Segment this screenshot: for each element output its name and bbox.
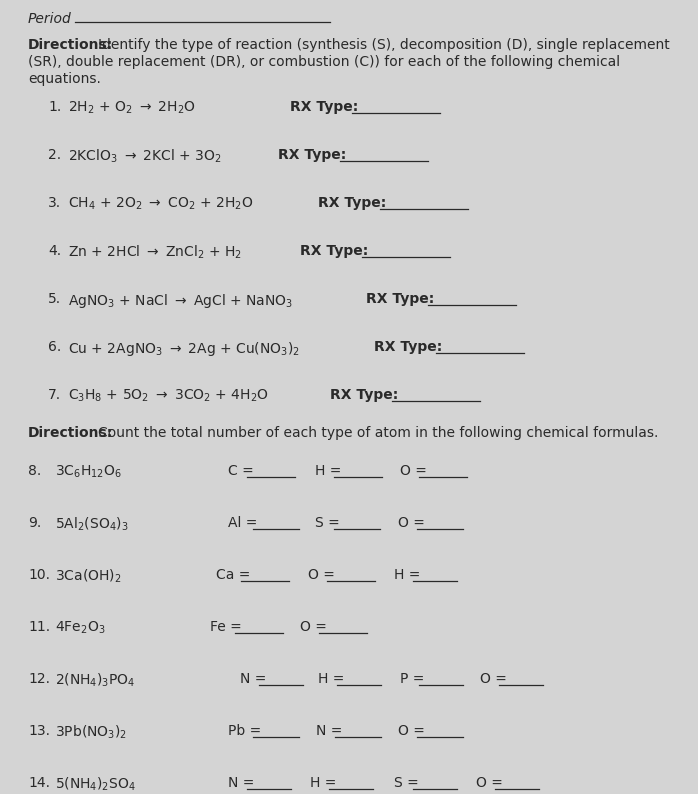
Text: RX Type:: RX Type: (366, 292, 434, 306)
Text: equations.: equations. (28, 72, 101, 86)
Text: Period: Period (28, 12, 72, 26)
Text: (SR), double replacement (DR), or combustion (C)) for each of the following chem: (SR), double replacement (DR), or combus… (28, 55, 620, 69)
Text: 7.: 7. (48, 388, 61, 402)
Text: O =: O = (308, 568, 335, 582)
Text: N =: N = (316, 724, 343, 738)
Text: RX Type:: RX Type: (318, 196, 386, 210)
Text: 3Pb(NO$_3$)$_2$: 3Pb(NO$_3$)$_2$ (55, 724, 127, 742)
Text: RX Type:: RX Type: (278, 148, 346, 162)
Text: 4Fe$_2$O$_3$: 4Fe$_2$O$_3$ (55, 620, 105, 637)
Text: N =: N = (228, 776, 254, 790)
Text: N =: N = (240, 672, 267, 686)
Text: O =: O = (476, 776, 503, 790)
Text: O =: O = (480, 672, 507, 686)
Text: C =: C = (228, 464, 254, 478)
Text: 2.: 2. (48, 148, 61, 162)
Text: 6.: 6. (48, 340, 61, 354)
Text: 2KClO$_3$ $\rightarrow$ 2KCl + 3O$_2$: 2KClO$_3$ $\rightarrow$ 2KCl + 3O$_2$ (68, 148, 222, 165)
Text: CH$_4$ + 2O$_2$ $\rightarrow$ CO$_2$ + 2H$_2$O: CH$_4$ + 2O$_2$ $\rightarrow$ CO$_2$ + 2… (68, 196, 253, 213)
Text: O =: O = (300, 620, 327, 634)
Text: 2H$_2$ + O$_2$ $\rightarrow$ 2H$_2$O: 2H$_2$ + O$_2$ $\rightarrow$ 2H$_2$O (68, 100, 196, 117)
Text: AgNO$_3$ + NaCl $\rightarrow$ AgCl + NaNO$_3$: AgNO$_3$ + NaCl $\rightarrow$ AgCl + NaN… (68, 292, 293, 310)
Text: Identify the type of reaction (synthesis (S), decomposition (D), single replacem: Identify the type of reaction (synthesis… (98, 38, 670, 52)
Text: 9.: 9. (28, 516, 41, 530)
Text: Fe =: Fe = (210, 620, 242, 634)
Text: 1.: 1. (48, 100, 61, 114)
Text: H =: H = (310, 776, 336, 790)
Text: H =: H = (318, 672, 344, 686)
Text: RX Type:: RX Type: (290, 100, 358, 114)
Text: 2(NH$_4$)$_3$PO$_4$: 2(NH$_4$)$_3$PO$_4$ (55, 672, 135, 689)
Text: 11.: 11. (28, 620, 50, 634)
Text: 5(NH$_4$)$_2$SO$_4$: 5(NH$_4$)$_2$SO$_4$ (55, 776, 136, 793)
Text: 12.: 12. (28, 672, 50, 686)
Text: 14.: 14. (28, 776, 50, 790)
Text: S =: S = (394, 776, 419, 790)
Text: 5.: 5. (48, 292, 61, 306)
Text: Directions:: Directions: (28, 38, 113, 52)
Text: Directions:: Directions: (28, 426, 113, 440)
Text: Pb =: Pb = (228, 724, 261, 738)
Text: Ca =: Ca = (216, 568, 251, 582)
Text: C$_3$H$_8$ + 5O$_2$ $\rightarrow$ 3CO$_2$ + 4H$_2$O: C$_3$H$_8$ + 5O$_2$ $\rightarrow$ 3CO$_2… (68, 388, 269, 404)
Text: 3C$_6$H$_{12}$O$_6$: 3C$_6$H$_{12}$O$_6$ (55, 464, 122, 480)
Text: 4.: 4. (48, 244, 61, 258)
Text: 3Ca(OH)$_2$: 3Ca(OH)$_2$ (55, 568, 121, 585)
Text: S =: S = (315, 516, 340, 530)
Text: RX Type:: RX Type: (330, 388, 399, 402)
Text: O =: O = (398, 516, 425, 530)
Text: H =: H = (394, 568, 420, 582)
Text: 5Al$_2$(SO$_4$)$_3$: 5Al$_2$(SO$_4$)$_3$ (55, 516, 128, 534)
Text: P =: P = (400, 672, 424, 686)
Text: Count the total number of each type of atom in the following chemical formulas.: Count the total number of each type of a… (98, 426, 658, 440)
Text: 10.: 10. (28, 568, 50, 582)
Text: RX Type:: RX Type: (300, 244, 369, 258)
Text: Cu + 2AgNO$_3$ $\rightarrow$ 2Ag + Cu(NO$_3$)$_2$: Cu + 2AgNO$_3$ $\rightarrow$ 2Ag + Cu(NO… (68, 340, 300, 358)
Text: H =: H = (315, 464, 341, 478)
Text: 8.: 8. (28, 464, 41, 478)
Text: 13.: 13. (28, 724, 50, 738)
Text: Zn + 2HCl $\rightarrow$ ZnCl$_2$ + H$_2$: Zn + 2HCl $\rightarrow$ ZnCl$_2$ + H$_2$ (68, 244, 242, 261)
Text: Al =: Al = (228, 516, 258, 530)
Text: O =: O = (400, 464, 427, 478)
Text: O =: O = (398, 724, 425, 738)
Text: RX Type:: RX Type: (374, 340, 443, 354)
Text: 3.: 3. (48, 196, 61, 210)
